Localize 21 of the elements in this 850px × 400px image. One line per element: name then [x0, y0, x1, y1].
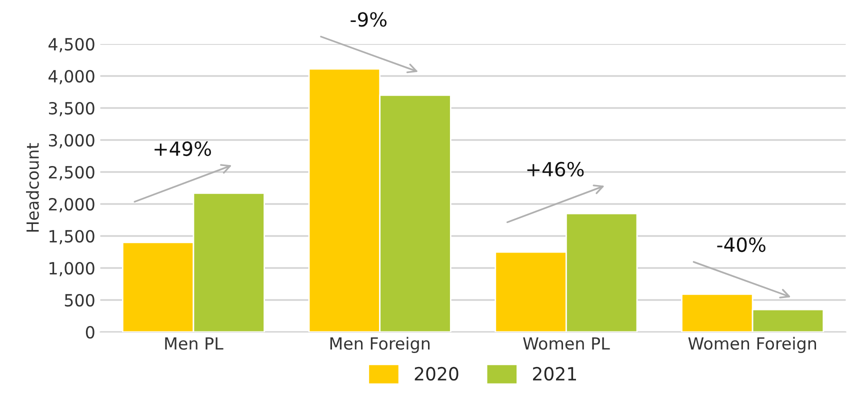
y-tick-label: 3,000	[48, 134, 94, 148]
y-tick-label: 4,500	[48, 38, 94, 52]
y-tick-label: 4,000	[48, 70, 94, 84]
annotation: +46%	[527, 162, 584, 177]
annotation: -40%	[717, 237, 766, 252]
annotation: +49%	[154, 141, 211, 156]
y-tick-label: 1,500	[50, 230, 94, 244]
text: -9%	[350, 12, 387, 27]
x-tick-label: Women PL	[523, 337, 610, 350]
y-axis-title: Headcount	[26, 143, 39, 232]
y-tick-label: 0	[86, 326, 94, 339]
y-tick-label: 1,000	[50, 262, 94, 276]
y-tick-label: 2,000	[48, 198, 94, 212]
y-tick-label: 500	[64, 294, 94, 307]
legend-label: 2020	[414, 366, 458, 381]
y-tick-label: 2,500	[48, 166, 94, 180]
x-tick-label: Women Foreign	[688, 336, 816, 353]
x-tick-label: Men PL	[165, 337, 224, 350]
x-tick-label: Men Foreign	[330, 336, 430, 353]
legend-label: 2021	[533, 366, 576, 381]
y-tick-label: 3,500	[48, 102, 94, 116]
